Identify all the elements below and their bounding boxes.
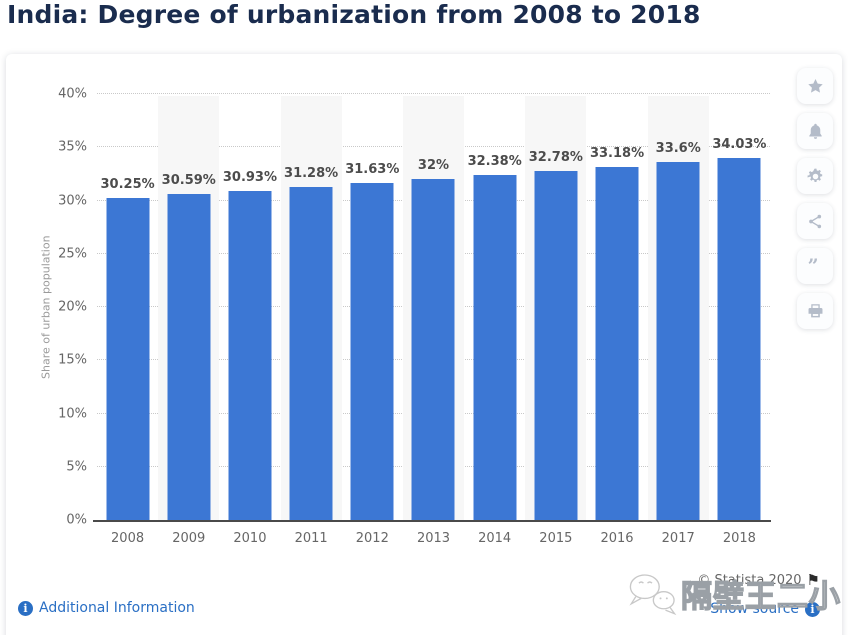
wechat-logo-icon (629, 574, 677, 616)
x-tick-label: 2010 (233, 531, 267, 546)
bar-value-label: 33.6% (655, 141, 701, 157)
bar-2013[interactable] (411, 179, 455, 520)
bar-column: 32% 2013 (402, 94, 465, 546)
x-tick-label: 2009 (172, 531, 206, 546)
additional-information-link[interactable]: i Additional Information (18, 600, 195, 616)
x-axis-line (93, 520, 771, 522)
page-title: India: Degree of urbanization from 2008 … (7, 0, 701, 29)
additional-information-label: Additional Information (39, 600, 195, 616)
copyright: © Statista 2020 ⚑ (697, 571, 820, 589)
bar-value-label: 30.25% (100, 176, 155, 192)
bar-2014[interactable] (473, 175, 517, 520)
y-tick-label: 25% (58, 246, 87, 262)
alerts-button[interactable] (797, 113, 833, 149)
y-tick-label: 30% (58, 193, 87, 208)
bar-value-label: 32% (417, 158, 450, 174)
x-tick-label: 2018 (722, 531, 756, 546)
bar-column: 30.25% 2008 (97, 94, 158, 546)
gear-icon (806, 167, 825, 186)
gridline (97, 93, 770, 94)
bar-2012[interactable] (350, 183, 394, 520)
bar-column: 33.18% 2016 (586, 94, 647, 546)
bar-value-label: 32.78% (528, 149, 583, 165)
bar-column: 31.63% 2012 (342, 94, 403, 546)
citation-button[interactable]: ” (797, 248, 833, 284)
quote-icon: ” (806, 257, 825, 276)
x-tick-label: 2008 (111, 531, 145, 546)
y-tick-label: 10% (58, 406, 87, 421)
bar-value-label: 30.59% (161, 173, 216, 189)
svg-text:”: ” (807, 257, 818, 276)
x-tick-label: 2016 (600, 531, 634, 546)
bar-column: 30.93% 2010 (219, 94, 280, 546)
bar-column: 34.03% 2018 (709, 94, 770, 546)
y-tick-label: 35% (58, 139, 87, 155)
x-tick-label: 2014 (478, 531, 512, 546)
bar-2018[interactable] (717, 157, 761, 520)
bar-value-label: 32.38% (467, 154, 522, 170)
bar-column: 32.38% 2014 (464, 94, 525, 546)
bar-column: 31.28% 2011 (280, 94, 342, 546)
chart-card: Share of urban population 0% 5% 10% 15% 20% 2… (6, 54, 842, 635)
x-tick-label: 2011 (294, 531, 328, 546)
bell-icon (806, 122, 825, 141)
y-tick-label: 0% (66, 512, 87, 528)
copyright-text: © Statista 2020 (697, 573, 802, 588)
x-tick-label: 2013 (416, 531, 451, 546)
star-icon (806, 77, 825, 96)
bar-value-label: 34.03% (712, 136, 767, 152)
bar-2015[interactable] (534, 170, 578, 520)
y-tick-label: 15% (58, 352, 87, 368)
x-tick-label: 2017 (661, 531, 695, 546)
info-icon: i (805, 601, 820, 617)
bar-2010[interactable] (228, 190, 272, 520)
bar-value-label: 31.63% (345, 162, 400, 178)
show-source-link[interactable]: Show source i (710, 601, 820, 617)
bar-value-label: 33.18% (589, 145, 645, 161)
print-icon (806, 302, 825, 321)
bar-chart: Share of urban population 0% 5% 10% 15% 20% 2… (40, 87, 771, 546)
favorite-button[interactable] (797, 68, 833, 104)
y-tick-label: 20% (58, 299, 87, 315)
bar-value-label: 30.93% (222, 169, 278, 185)
settings-button[interactable] (797, 158, 833, 194)
flag-icon: ⚑ (806, 571, 820, 589)
share-icon (806, 212, 825, 231)
bar-2016[interactable] (595, 166, 639, 520)
bar-2011[interactable] (289, 186, 333, 520)
chart-toolbar: ” (797, 68, 833, 329)
y-tick-label: 5% (66, 459, 87, 475)
print-button[interactable] (797, 293, 833, 329)
show-source-label: Show source (710, 601, 799, 617)
share-button[interactable] (797, 203, 833, 239)
bar-column: 33.6% 2017 (647, 94, 709, 546)
bar-column: 32.78% 2015 (525, 94, 587, 546)
x-tick-label: 2015 (539, 531, 573, 546)
bar-column: 30.59% 2009 (158, 94, 220, 546)
y-axis-title: Share of urban population (39, 235, 53, 379)
bar-value-label: 31.28% (284, 165, 339, 181)
info-icon: i (18, 600, 33, 616)
y-tick-label: 40% (58, 86, 87, 102)
bar-2017[interactable] (656, 162, 700, 520)
bar-2009[interactable] (167, 194, 211, 520)
bar-2008[interactable] (106, 197, 150, 520)
x-tick-label: 2012 (355, 531, 389, 546)
